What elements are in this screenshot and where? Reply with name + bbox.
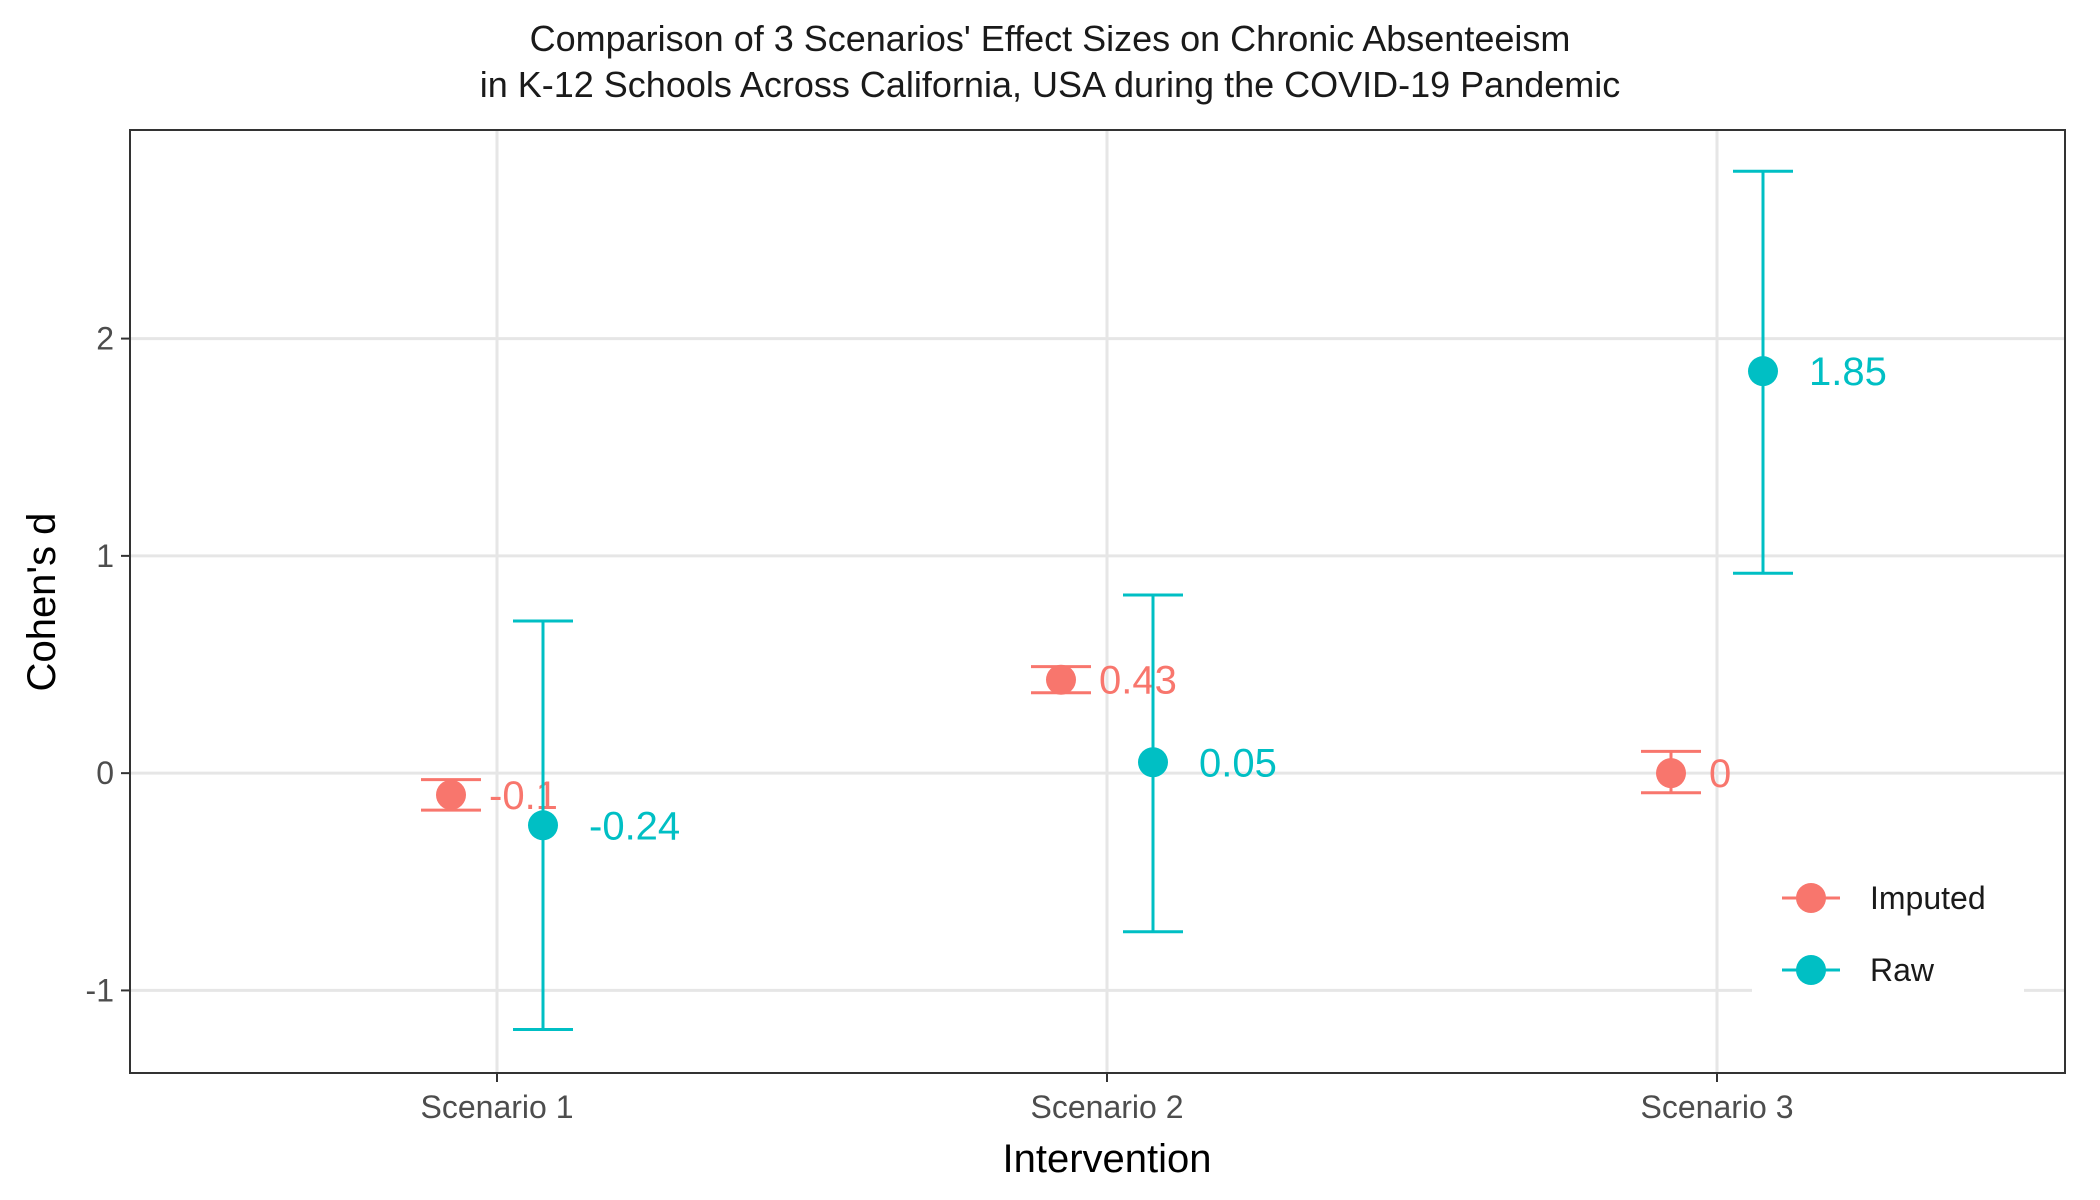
x-tick-label: Scenario 3	[1641, 1089, 1794, 1125]
legend-key-point	[1796, 883, 1826, 913]
y-tick-label: 0	[96, 755, 114, 791]
x-tick-label: Scenario 1	[421, 1089, 574, 1125]
panel-border	[129, 129, 2066, 1074]
y-tick-label: -1	[86, 972, 114, 1008]
y-axis-title: Cohen's d	[20, 513, 64, 692]
point-imputed	[1046, 664, 1076, 695]
value-label-imputed: -0.1	[489, 774, 558, 818]
value-label-imputed: 0	[1709, 752, 1731, 796]
x-axis-title: Intervention	[1002, 1137, 1211, 1181]
point-raw	[528, 810, 558, 841]
point-imputed	[1656, 758, 1686, 789]
chart-marks: -0.1 0.43 0 -0.24 0.05 1.85	[421, 169, 1887, 1032]
point-raw	[1138, 747, 1168, 778]
y-tick-label: 1	[96, 538, 114, 574]
grid-lines	[130, 130, 2065, 1073]
x-tick-label: Scenario 2	[1031, 1089, 1184, 1125]
value-label-raw: 0.05	[1199, 741, 1277, 785]
legend-label: Imputed	[1870, 880, 1986, 916]
legend-label: Raw	[1870, 952, 1935, 988]
y-tick-label: 2	[96, 321, 114, 357]
legend: Imputed Raw	[1752, 858, 2024, 998]
value-label-raw: 1.85	[1809, 350, 1887, 394]
chart-title: Comparison of 3 Scenarios' Effect Sizes …	[0, 16, 2100, 108]
axes: -1 0 1 2 Scenario 1 Scenario 2 Scenario 3	[86, 321, 1794, 1125]
point-imputed	[436, 779, 466, 810]
chart-title-line2: in K-12 Schools Across California, USA d…	[479, 64, 1621, 105]
value-label-raw: -0.24	[589, 804, 680, 848]
legend-key-point	[1796, 955, 1826, 985]
point-raw	[1748, 356, 1778, 387]
value-label-imputed: 0.43	[1099, 659, 1177, 703]
chart-title-line1: Comparison of 3 Scenarios' Effect Sizes …	[529, 18, 1571, 59]
